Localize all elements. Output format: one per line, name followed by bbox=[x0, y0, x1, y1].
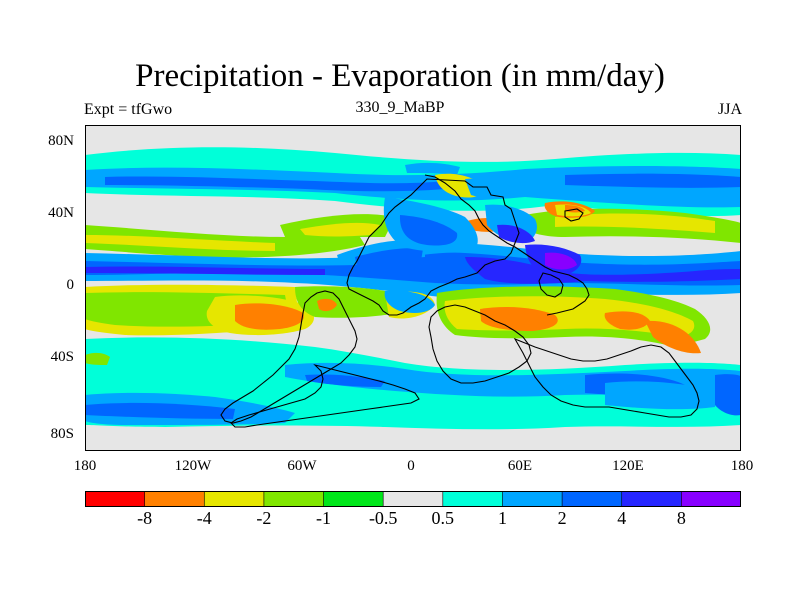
contour-band bbox=[465, 257, 741, 284]
period-label: 330_9_MaBP bbox=[355, 99, 445, 116]
contour-band bbox=[405, 162, 460, 175]
contour-band bbox=[317, 298, 337, 312]
y-tick-label: 0 bbox=[66, 277, 75, 293]
colorbar-swatch bbox=[85, 491, 146, 507]
colorbar-swatch bbox=[442, 491, 504, 507]
contour-band bbox=[85, 235, 275, 251]
coastlines bbox=[220, 174, 700, 428]
y-tick-label: 40N bbox=[48, 205, 74, 221]
contour-band bbox=[384, 290, 435, 313]
contour-band bbox=[480, 307, 558, 331]
colorbar-label: -4 bbox=[196, 508, 212, 528]
coastline-southern-continent bbox=[513, 337, 700, 418]
colorbar-label: 2 bbox=[557, 508, 567, 528]
contour-band bbox=[497, 224, 535, 244]
contour-band bbox=[605, 381, 715, 410]
colorbar-swatch bbox=[681, 491, 741, 507]
contour-band bbox=[305, 374, 385, 387]
colorbar-label: -1 bbox=[316, 508, 331, 528]
colorbar-swatch bbox=[621, 491, 682, 507]
colorbar-label: 8 bbox=[676, 508, 686, 528]
contour-band bbox=[604, 311, 650, 330]
colorbar-swatches bbox=[85, 491, 741, 507]
y-tick-label: 40S bbox=[50, 349, 74, 365]
contour-band bbox=[85, 266, 325, 275]
contour-band bbox=[465, 178, 500, 198]
coastline-south-america bbox=[220, 290, 358, 424]
colorbar-swatch bbox=[144, 491, 205, 507]
contour-band bbox=[715, 374, 741, 416]
x-tick-label: 120E bbox=[612, 458, 644, 474]
contour-band bbox=[545, 252, 577, 270]
map-title: Precipitation - Evaporation (in mm/day) bbox=[135, 58, 665, 94]
x-tick-label: 180 bbox=[73, 458, 97, 474]
colorbar-swatch bbox=[263, 491, 325, 507]
colorbar-label: -8 bbox=[137, 508, 153, 528]
colorbar-swatch bbox=[323, 491, 384, 507]
colorbar-label: 1 bbox=[498, 508, 507, 528]
precip-minus-evap-map bbox=[85, 125, 741, 451]
colorbar-swatch bbox=[382, 491, 444, 507]
contour-band bbox=[235, 303, 304, 330]
coastline-india bbox=[538, 272, 564, 298]
coastline-island bbox=[564, 208, 584, 222]
season-label: JJA bbox=[717, 101, 742, 118]
map-frame bbox=[85, 125, 741, 451]
colorbar-swatch bbox=[561, 491, 623, 507]
x-tick-label: 60W bbox=[287, 458, 317, 474]
coastline-eurasia bbox=[424, 174, 590, 316]
contour-band bbox=[105, 176, 445, 192]
y-tick-label: 80N bbox=[48, 133, 74, 149]
colorbar-swatch bbox=[502, 491, 563, 507]
contour-band bbox=[300, 222, 380, 237]
x-tick-label: 180 bbox=[730, 458, 754, 474]
contour-band bbox=[85, 402, 235, 419]
contour-band bbox=[565, 173, 741, 188]
coastline-southern-tip bbox=[230, 363, 420, 428]
contour-band bbox=[399, 215, 458, 246]
colorbar-label: -0.5 bbox=[368, 508, 398, 528]
coastline-north-america bbox=[346, 178, 520, 316]
y-tick-label: 80S bbox=[50, 426, 74, 442]
colorbar-label: 0.5 bbox=[431, 508, 455, 528]
colorbar-swatch bbox=[203, 491, 265, 507]
contour-band bbox=[355, 248, 423, 267]
contour-band bbox=[645, 320, 701, 354]
colorbar bbox=[85, 491, 741, 507]
x-tick-label: 60E bbox=[507, 458, 533, 474]
contour-band bbox=[555, 213, 715, 233]
contour-band bbox=[85, 352, 110, 365]
colorbar-label: -2 bbox=[256, 508, 272, 528]
x-tick-label: 120W bbox=[174, 458, 212, 474]
experiment-label: Expt = tfGwo bbox=[84, 101, 173, 118]
colorbar-label: 4 bbox=[617, 508, 627, 528]
x-tick-label: 0 bbox=[407, 458, 415, 474]
